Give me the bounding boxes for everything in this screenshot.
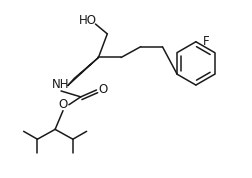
Text: O: O bbox=[99, 83, 108, 96]
Text: O: O bbox=[58, 98, 68, 111]
Text: HO: HO bbox=[79, 14, 97, 27]
Polygon shape bbox=[68, 57, 99, 86]
Text: F: F bbox=[202, 35, 209, 48]
Text: NH: NH bbox=[52, 78, 70, 91]
